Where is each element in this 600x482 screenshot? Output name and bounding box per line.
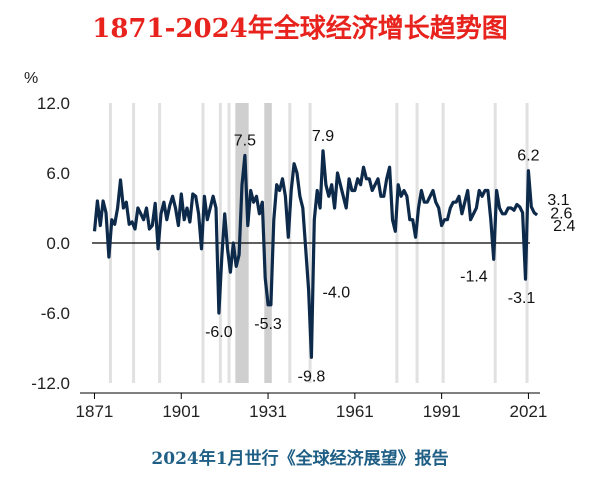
data-label: -5.3	[254, 316, 282, 333]
data-annotations: 7.5 7.9 6.2 3.12.62.4 -6.0 -5.3 -9.8 -4.0 -1.4 -3…	[205, 128, 575, 386]
data-label: -6.0	[205, 324, 233, 341]
y-tick-label: -6.0	[41, 304, 70, 323]
data-label: 7.9	[312, 128, 334, 145]
data-label: 6.2	[517, 148, 539, 165]
y-tick-label: 0.0	[46, 234, 70, 253]
data-label: 3.1	[547, 192, 569, 209]
x-tick-label: 1871	[76, 402, 114, 421]
source-footer: 2024年1月世行《全球经济展望》报告	[151, 449, 449, 469]
data-label: -4.0	[323, 285, 351, 302]
x-tick-label: 1901	[162, 402, 200, 421]
y-tick-label: 12.0	[37, 94, 70, 113]
growth-series-line	[92, 149, 539, 359]
data-label: 2.6	[550, 206, 572, 223]
y-tick-label: -12.0	[31, 374, 70, 393]
data-label: -9.8	[298, 368, 326, 385]
y-tick-label: 6.0	[46, 164, 70, 183]
data-label: -3.1	[508, 290, 536, 307]
x-tick-label: 1931	[249, 402, 287, 421]
x-tick-label: 1961	[336, 402, 374, 421]
data-label: -1.4	[460, 268, 488, 285]
data-label: 2.4	[553, 218, 575, 235]
y-axis-ticks: 12.0 6.0 0.0 -6.0 -12.0	[31, 94, 70, 393]
x-tick-label: 2021	[510, 402, 548, 421]
x-axis: 1871 1901 1931 1961 1991 2021	[76, 392, 548, 421]
x-tick-label: 1991	[423, 402, 461, 421]
chart-title: 1871-2024年全球经济增长趋势图	[92, 14, 508, 44]
data-label: 7.5	[234, 133, 256, 150]
y-axis-unit-label: %	[24, 70, 38, 87]
